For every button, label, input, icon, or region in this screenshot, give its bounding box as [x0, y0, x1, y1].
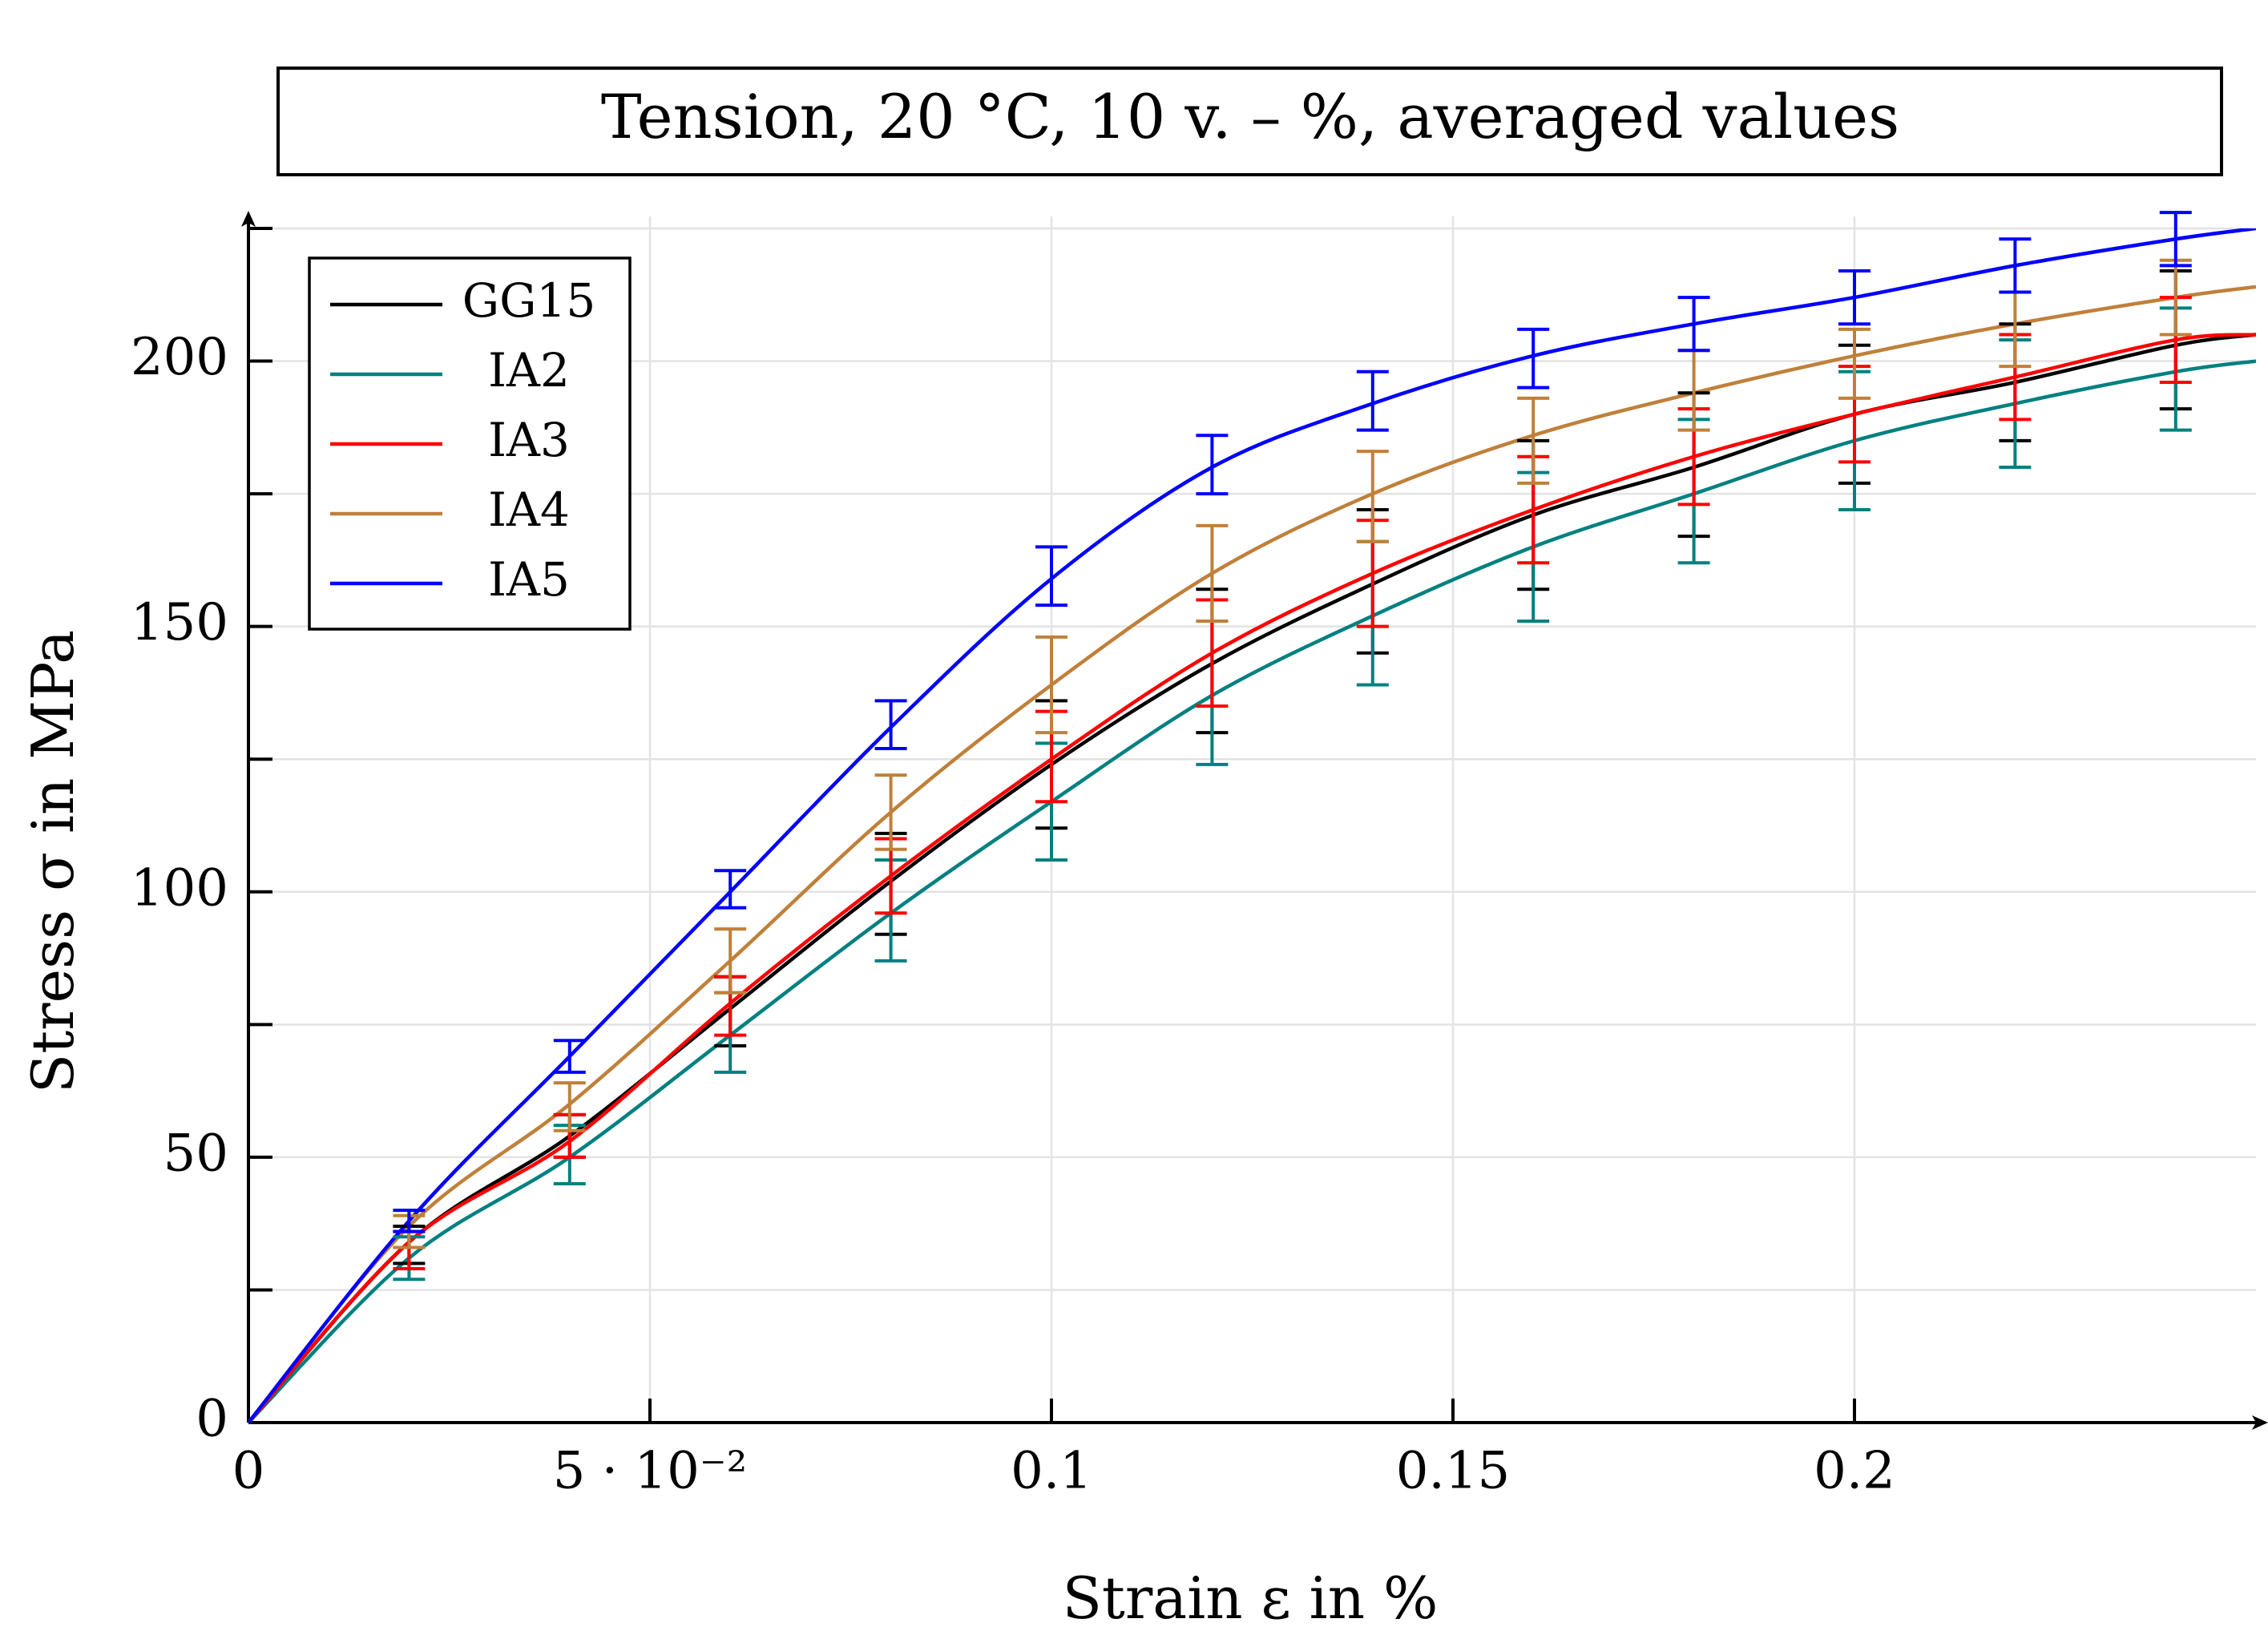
legend-label-ia4: IA4 — [488, 482, 570, 537]
errorbars-ia5 — [393, 211, 2192, 1233]
x-tick-label: 0 — [232, 1442, 265, 1501]
errorbars-ia2 — [393, 306, 2192, 1282]
errorbars-ia4 — [393, 258, 2192, 1249]
title-box — [276, 67, 2223, 176]
errorbars-gg15 — [393, 268, 2192, 1266]
legend-label-gg15: GG15 — [462, 273, 595, 328]
axes — [241, 211, 2268, 1430]
y-axis-arrow — [241, 211, 256, 227]
x-tick-label: 0.2 — [1814, 1442, 1895, 1501]
chart-title: Tension, 20 °C, 10 v. – %, averaged valu… — [601, 81, 1899, 152]
y-tick-label: 50 — [163, 1124, 228, 1183]
x-tick-label: 5 · 10⁻² — [553, 1442, 748, 1501]
legend-label-ia3: IA3 — [488, 413, 570, 467]
legend-label-ia2: IA2 — [488, 343, 570, 398]
x-tick-label: 0.15 — [1396, 1442, 1511, 1501]
y-tick-label: 0 — [196, 1390, 228, 1449]
errorbars-ia3 — [393, 296, 2192, 1270]
y-axis-label: Stress σ in MPa — [19, 630, 87, 1093]
y-tick-label: 100 — [131, 858, 228, 918]
legend-label-ia5: IA5 — [488, 552, 570, 607]
series-errorbars — [393, 211, 2192, 1282]
tick-labels: 0 5 · 10⁻² 0.1 0.15 0.2 0 50 100 150 200 — [131, 328, 1895, 1500]
x-tick-label: 0.1 — [1011, 1442, 1092, 1501]
legend: GG15 IA2 IA3 IA4 IA5 — [308, 256, 632, 631]
x-axis-arrow — [2252, 1415, 2268, 1430]
y-tick-label: 200 — [131, 328, 228, 387]
y-tick-label: 150 — [131, 593, 228, 652]
x-axis-label: Strain ε in % — [1063, 1564, 1439, 1632]
